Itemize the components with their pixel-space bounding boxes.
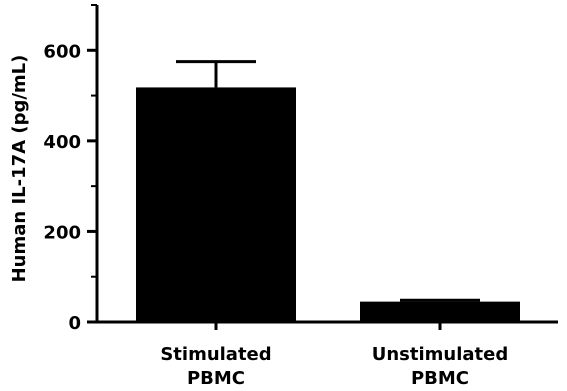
y-axis: 0 200 400 600 (43, 4, 99, 334)
x-tick-label: Stimulated (160, 344, 271, 365)
y-tick-label: 0 (68, 313, 81, 334)
bars (136, 60, 520, 322)
bar (360, 301, 520, 322)
x-tick-label: PBMC (411, 368, 469, 389)
y-axis-title: Human IL-17A (pg/mL) (9, 55, 30, 283)
x-tick-label: PBMC (187, 368, 245, 389)
x-axis: Stimulated PBMC Unstimulated PBMC (95, 320, 558, 389)
y-tick-label: 200 (43, 222, 81, 243)
y-tick-label: 600 (43, 41, 81, 62)
x-tick-label: Unstimulated (372, 344, 509, 365)
bar (136, 87, 296, 322)
y-tick-label: 400 (43, 132, 81, 153)
